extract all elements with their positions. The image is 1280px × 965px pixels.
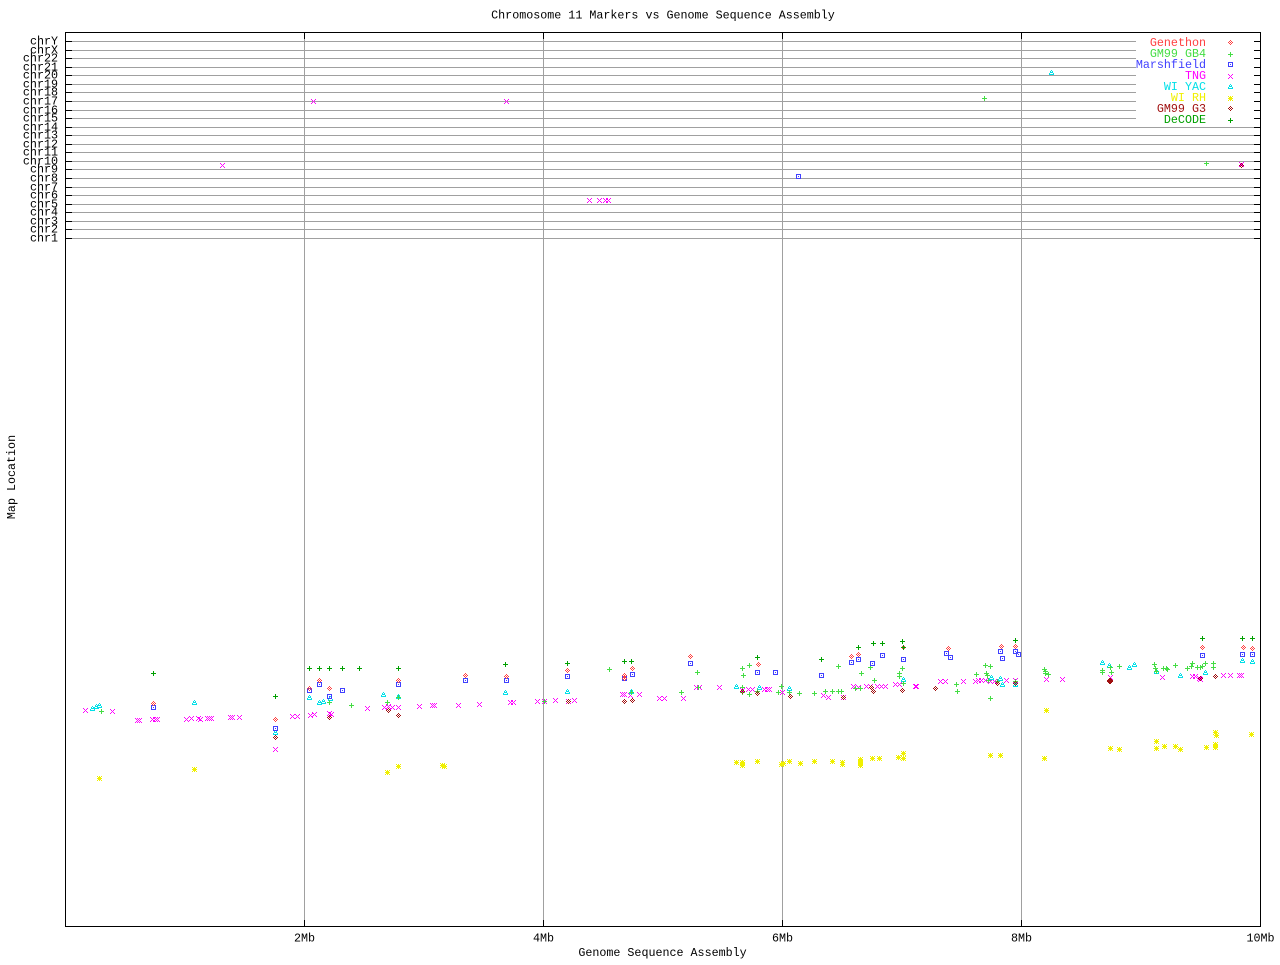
svg-text:4Mb: 4Mb xyxy=(533,932,554,946)
svg-text:chr20: chr20 xyxy=(23,69,58,83)
svg-text:chrY: chrY xyxy=(30,35,58,49)
svg-text:10Mb: 10Mb xyxy=(1246,932,1274,946)
svg-text:chrX: chrX xyxy=(30,44,58,58)
svg-text:chr9: chr9 xyxy=(30,163,58,177)
svg-text:GM99 GB4: GM99 GB4 xyxy=(1150,47,1206,61)
svg-text:chr1: chr1 xyxy=(30,232,58,246)
svg-text:chr14: chr14 xyxy=(23,121,58,135)
svg-text:Genethon: Genethon xyxy=(1150,36,1206,50)
svg-text:chr10: chr10 xyxy=(23,155,58,169)
svg-text:chr22: chr22 xyxy=(23,52,58,66)
svg-text:Genome Sequence Assembly: Genome Sequence Assembly xyxy=(578,946,746,960)
svg-text:chr15: chr15 xyxy=(23,112,58,126)
svg-text:chr3: chr3 xyxy=(30,215,58,229)
svg-text:chr2: chr2 xyxy=(30,223,58,237)
svg-text:Map Location: Map Location xyxy=(5,435,19,519)
svg-text:WI YAC: WI YAC xyxy=(1164,80,1206,94)
svg-text:chr12: chr12 xyxy=(23,138,58,152)
svg-text:chr11: chr11 xyxy=(23,146,58,160)
svg-text:Chromosome 11 Markers vs Genom: Chromosome 11 Markers vs Genome Sequence… xyxy=(491,9,835,23)
svg-text:8Mb: 8Mb xyxy=(1011,932,1032,946)
svg-text:2Mb: 2Mb xyxy=(294,932,315,946)
svg-text:chr7: chr7 xyxy=(30,181,58,195)
svg-text:WI RH: WI RH xyxy=(1171,91,1206,105)
svg-text:chr13: chr13 xyxy=(23,129,58,143)
svg-text:chr16: chr16 xyxy=(23,104,58,118)
svg-text:TNG: TNG xyxy=(1185,69,1206,83)
svg-text:chr19: chr19 xyxy=(23,78,58,92)
svg-text:GM99 G3: GM99 G3 xyxy=(1157,102,1206,116)
svg-text:chr5: chr5 xyxy=(30,198,58,212)
svg-text:chr4: chr4 xyxy=(30,206,58,220)
svg-text:chr17: chr17 xyxy=(23,95,58,109)
svg-text:Marshfield: Marshfield xyxy=(1136,58,1206,72)
svg-text:chr8: chr8 xyxy=(30,172,58,186)
svg-text:chr21: chr21 xyxy=(23,61,58,75)
svg-text:DeCODE: DeCODE xyxy=(1164,113,1206,127)
svg-text:6Mb: 6Mb xyxy=(772,932,793,946)
svg-text:chr6: chr6 xyxy=(30,189,58,203)
svg-text:chr18: chr18 xyxy=(23,86,58,100)
